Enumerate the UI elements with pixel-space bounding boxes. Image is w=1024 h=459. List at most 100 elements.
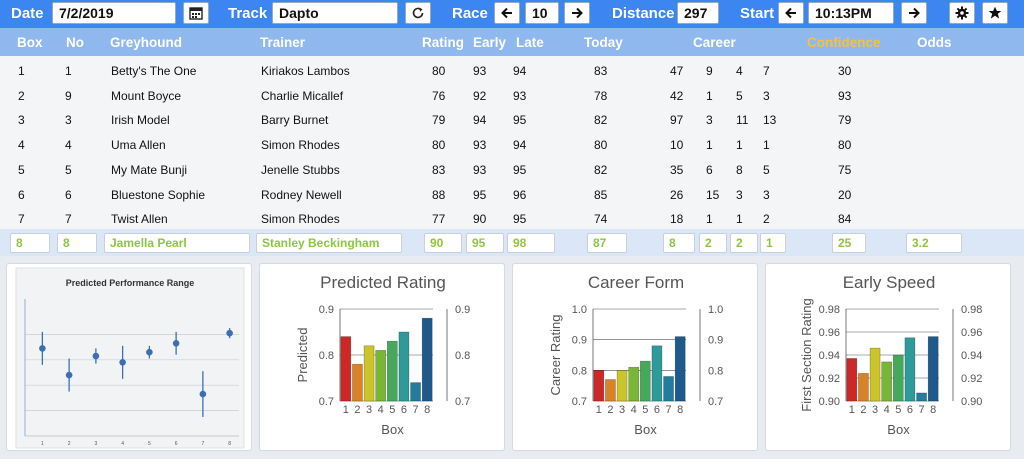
cell-career-seconds: 8: [736, 162, 743, 177]
selected-trainer[interactable]: Stanley Beckingham: [256, 233, 402, 253]
cell-late: 93: [513, 88, 527, 103]
x-tick-label: 2: [860, 404, 866, 416]
x-tick-label: 4: [121, 441, 124, 447]
date-input[interactable]: 7/2/2019: [52, 2, 176, 24]
table-row[interactable]: 5 5 My Mate Bunji Jenelle Stubbs 83 93 95 82 35 6…: [0, 157, 1024, 182]
cell-career-wins: 1: [706, 212, 713, 227]
y-axis-label: Career Rating: [548, 315, 563, 396]
table-row[interactable]: 1 1 Betty's The One Kiriakos Lambos 80 93 94 83…: [0, 58, 1024, 83]
race-next-button[interactable]: [564, 2, 590, 24]
favorite-button[interactable]: [982, 2, 1008, 24]
header-odds[interactable]: Odds: [917, 35, 952, 50]
x-tick-label: 4: [631, 404, 637, 416]
start-prev-button[interactable]: [778, 2, 804, 24]
table-row[interactable]: 6 6 Bluestone Sophie Rodney Newell 88 95 96 85 2…: [0, 182, 1024, 207]
bar: [605, 379, 616, 402]
table-row[interactable]: 7 7 Twist Allen Simon Rhodes 77 90 95 74 18 1 1 2 84: [0, 206, 1024, 231]
header-greyhound[interactable]: Greyhound: [110, 35, 183, 50]
selected-today[interactable]: 87: [587, 233, 627, 253]
bar: [387, 340, 398, 402]
x-tick-label: 5: [642, 404, 648, 416]
table-row[interactable]: 2 9 Mount Boyce Charlie Micallef 76 92 93 78 42 1…: [0, 83, 1024, 108]
x-axis-label: Box: [887, 422, 910, 437]
race-prev-button[interactable]: [494, 2, 520, 24]
y-axis-label: First Section Rating: [799, 298, 814, 411]
cell-career-seconds: 1: [736, 212, 743, 227]
chart-background: [15, 267, 245, 449]
selected-rating[interactable]: 90: [424, 233, 462, 253]
selected-odds[interactable]: 3.2: [906, 233, 962, 253]
header-no[interactable]: No: [66, 35, 84, 50]
career-form-panel: Career Form 0.7 0.7 0.8 0.8 0.9 0.9 1.0 1.0 1 2 3 4 5…: [512, 263, 758, 451]
selected-no[interactable]: 8: [57, 233, 97, 253]
cell-career-thirds: 7: [763, 64, 770, 78]
header-today[interactable]: Today: [584, 35, 623, 50]
selected-greyhound[interactable]: Jamella Pearl: [104, 233, 250, 253]
table-row[interactable]: 4 4 Uma Allen Simon Rhodes 80 93 94 80 10 1 1 1 80: [0, 132, 1024, 157]
bar: [674, 336, 686, 402]
bar: [663, 376, 674, 402]
cell-early: 92: [473, 88, 487, 103]
track-label: Track: [228, 5, 268, 22]
selected-early[interactable]: 95: [466, 233, 504, 253]
x-tick-label: 8: [424, 404, 430, 416]
cell-box: 1: [18, 64, 25, 78]
cell-trainer: Barry Burnet: [261, 113, 329, 128]
cell-career-starts: 42: [670, 88, 684, 103]
cell-confidence: 84: [838, 212, 852, 227]
cell-rating: 88: [432, 187, 446, 202]
cell-career-seconds: 4: [736, 64, 743, 78]
cell-career-seconds: 11: [736, 113, 749, 128]
x-tick-label: 2: [607, 404, 613, 416]
start-next-button[interactable]: [901, 2, 927, 24]
arrow-left-icon: [785, 7, 796, 19]
cell-late: 95: [513, 162, 527, 177]
table-row[interactable]: 3 3 Irish Model Barry Burnet 79 94 95 82 97 3 11 13…: [0, 107, 1024, 132]
start-time-input[interactable]: 10:13PM: [808, 2, 894, 24]
cell-rating: 83: [432, 162, 446, 177]
y2-tick-label: 0.7: [708, 396, 723, 408]
cell-career-seconds: 1: [736, 138, 743, 153]
bar: [881, 361, 893, 402]
y2-tick-label: 0.96: [961, 327, 982, 339]
header-confidence[interactable]: Confidence: [807, 35, 881, 50]
selected-late[interactable]: 98: [507, 233, 555, 253]
cell-early: 90: [473, 212, 487, 227]
race-input[interactable]: 10: [525, 2, 559, 24]
header-trainer[interactable]: Trainer: [260, 35, 306, 50]
header-late[interactable]: Late: [516, 35, 544, 50]
header-career[interactable]: Career: [693, 35, 736, 50]
cell-early: 93: [473, 138, 487, 153]
header-early[interactable]: Early: [473, 35, 507, 50]
chart-title: Early Speed: [843, 273, 936, 292]
cell-trainer: Simon Rhodes: [261, 212, 340, 227]
distance-input[interactable]: 297: [677, 2, 719, 24]
selected-career-seconds[interactable]: 2: [730, 233, 758, 253]
track-input[interactable]: Dapto: [272, 2, 398, 24]
start-label: Start: [740, 5, 775, 22]
y-tick-label: 0.9: [572, 335, 587, 347]
bar: [869, 347, 881, 402]
settings-button[interactable]: [949, 2, 975, 24]
header-rating[interactable]: Rating: [422, 35, 464, 50]
x-axis-label: Box: [381, 422, 404, 437]
refresh-button[interactable]: [405, 2, 431, 24]
calendar-button[interactable]: [183, 2, 209, 24]
cell-rating: 77: [432, 212, 446, 227]
bar: [640, 360, 651, 402]
refresh-icon: [412, 7, 424, 19]
cell-career-thirds: 3: [763, 88, 770, 103]
header-box[interactable]: Box: [17, 35, 43, 50]
bar: [410, 382, 421, 402]
x-tick-label: 1: [849, 404, 855, 416]
selected-confidence[interactable]: 25: [832, 233, 866, 253]
selected-career-wins[interactable]: 2: [699, 233, 727, 253]
cell-early: 93: [473, 64, 487, 78]
x-axis-label: Box: [634, 422, 657, 437]
selected-career-starts[interactable]: 8: [663, 233, 695, 253]
bar: [375, 350, 387, 402]
cell-career-wins: 1: [706, 88, 713, 103]
selected-box[interactable]: 8: [10, 233, 50, 253]
selected-career-thirds[interactable]: 1: [760, 233, 786, 253]
cell-trainer: Simon Rhodes: [261, 138, 340, 153]
